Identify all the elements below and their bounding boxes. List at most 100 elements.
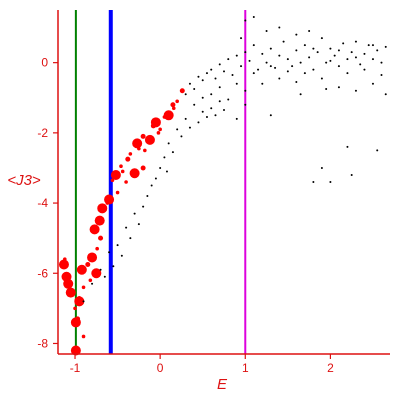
data-point	[320, 37, 323, 40]
data-point	[205, 116, 208, 119]
data-point	[158, 127, 162, 132]
series-2	[82, 16, 387, 303]
data-point	[63, 257, 67, 262]
data-point	[167, 142, 170, 145]
data-point	[320, 77, 323, 80]
data-point	[295, 49, 298, 52]
data-point	[257, 68, 260, 71]
data-point	[115, 190, 120, 195]
data-point	[197, 75, 200, 78]
data-point	[110, 169, 121, 180]
data-point	[337, 65, 340, 68]
data-point	[316, 51, 319, 54]
x-tick-label: 0	[157, 361, 164, 375]
data-point	[76, 264, 87, 275]
data-point	[163, 156, 166, 159]
data-point	[95, 246, 99, 251]
data-point	[120, 254, 123, 257]
data-point	[329, 181, 332, 183]
data-point	[140, 165, 146, 171]
data-point	[295, 80, 298, 83]
data-point	[354, 56, 357, 59]
data-point	[132, 138, 143, 149]
data-point	[218, 63, 221, 66]
data-point	[125, 156, 131, 162]
data-point	[282, 40, 285, 43]
data-point	[99, 268, 102, 271]
data-point	[363, 52, 366, 55]
data-point	[110, 178, 115, 183]
data-point	[116, 244, 119, 247]
data-point	[180, 135, 183, 138]
data-point	[87, 252, 98, 263]
data-point	[210, 107, 213, 110]
data-point	[133, 212, 136, 215]
data-point	[337, 86, 340, 89]
data-point	[150, 184, 153, 187]
data-point	[65, 287, 76, 298]
data-point	[150, 117, 161, 128]
data-point	[97, 203, 108, 214]
data-point	[214, 114, 217, 117]
data-point	[129, 237, 132, 240]
y-tick-label: -6	[37, 266, 48, 280]
data-point	[312, 47, 315, 50]
data-point	[269, 114, 272, 117]
data-point	[104, 194, 115, 205]
data-point	[337, 49, 340, 52]
data-point	[112, 265, 115, 268]
data-point	[231, 73, 234, 76]
data-point	[63, 278, 74, 289]
x-tick-label: -1	[70, 361, 81, 375]
data-point	[82, 300, 85, 303]
data-point	[140, 133, 146, 139]
data-point	[119, 164, 123, 169]
data-point	[81, 285, 86, 290]
data-point	[70, 345, 81, 356]
data-point	[320, 166, 323, 169]
data-point	[274, 66, 277, 69]
data-point	[325, 61, 328, 64]
data-point	[214, 77, 217, 80]
data-point	[193, 103, 196, 106]
data-point	[179, 88, 185, 94]
data-point	[201, 96, 204, 99]
data-point	[299, 61, 302, 64]
data-point	[346, 58, 349, 61]
data-point	[156, 131, 161, 135]
data-point	[137, 146, 141, 151]
data-point	[312, 68, 315, 71]
data-point	[58, 259, 69, 270]
data-point	[98, 235, 104, 241]
data-point	[329, 59, 332, 62]
data-point	[342, 42, 345, 45]
data-point	[384, 93, 387, 96]
x-axis-title: E	[217, 376, 228, 393]
data-point	[325, 87, 328, 90]
data-point	[354, 89, 357, 92]
data-point	[193, 87, 196, 90]
data-point	[333, 54, 336, 57]
data-point	[88, 278, 93, 283]
data-point	[269, 47, 272, 50]
data-point	[312, 181, 315, 183]
data-point	[188, 82, 191, 85]
data-point	[85, 261, 91, 267]
data-point	[235, 117, 238, 120]
data-point	[350, 173, 353, 176]
data-point	[184, 117, 187, 120]
data-point	[367, 44, 370, 47]
y-tick-label: 0	[41, 56, 48, 70]
data-point	[205, 72, 208, 75]
data-point	[384, 45, 387, 48]
data-point	[227, 58, 230, 61]
data-point	[244, 19, 247, 22]
data-points	[58, 16, 387, 356]
y-tick-label: -8	[37, 336, 48, 350]
data-point	[154, 177, 157, 180]
data-point	[77, 296, 82, 300]
data-point	[244, 103, 247, 106]
data-point	[171, 106, 176, 111]
data-point	[197, 121, 200, 124]
